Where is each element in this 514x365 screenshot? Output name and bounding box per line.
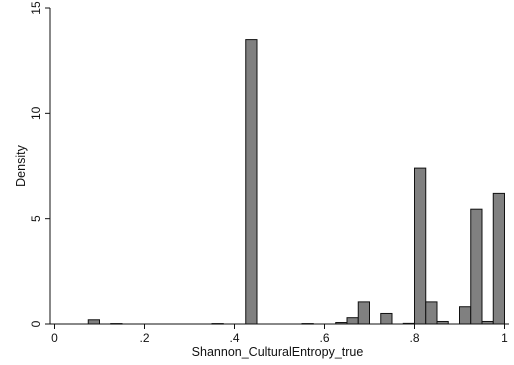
y-tick-label-1: 5 <box>29 215 43 222</box>
y-tick-label-2: 10 <box>29 106 43 120</box>
histogram-bar-11 <box>425 301 438 325</box>
y-axis-title: Density <box>14 144 28 186</box>
histogram-bar-0 <box>87 319 100 325</box>
x-tick-label-2: .4 <box>229 331 239 345</box>
histogram-bar-10 <box>414 167 427 325</box>
y-tick-label-3: 15 <box>29 1 43 15</box>
histogram-bar-14 <box>470 208 483 325</box>
x-axis-title: Shannon_CulturalEntropy_true <box>192 345 364 359</box>
y-tick-label-0: 0 <box>29 320 43 327</box>
histogram-bar-16 <box>492 192 505 325</box>
histogram-bar-7 <box>357 301 370 325</box>
x-tick-label-5: 1 <box>501 331 508 345</box>
y-ticks-layer: 0 5 10 15 <box>29 1 50 327</box>
x-tick-label-4: .8 <box>409 331 419 345</box>
x-tick-label-0: 0 <box>51 331 58 345</box>
histogram-bar-8 <box>380 312 393 325</box>
x-tick-label-3: .6 <box>319 331 329 345</box>
histogram-bar-6 <box>346 317 359 325</box>
histogram-bar-3 <box>245 39 258 325</box>
histogram-bar-13 <box>459 306 472 325</box>
x-tick-label-1: .2 <box>139 331 149 345</box>
x-ticks-layer: 0 .2 .4 .6 .8 1 <box>51 324 508 345</box>
